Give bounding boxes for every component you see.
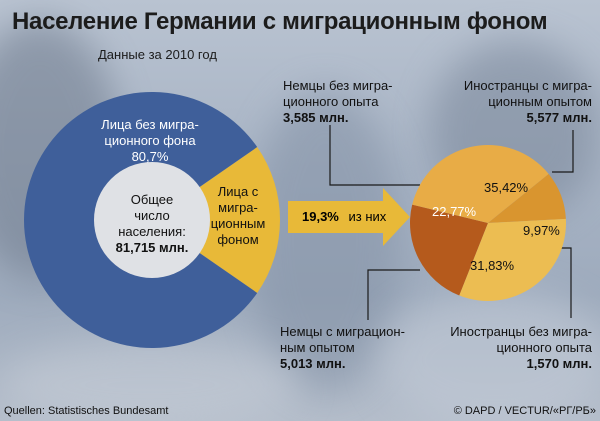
arrow-text: из них <box>348 209 387 224</box>
pie-chart <box>409 144 566 301</box>
callout-value: 1,570 млн. <box>526 356 592 371</box>
total-line1: Общее <box>130 192 174 207</box>
callout-foreign-with: Иностранцы с мигра- ционным опытом 5,577… <box>452 78 592 126</box>
donut-label-with-line4: фоном <box>217 232 259 247</box>
background-blur <box>0 340 300 421</box>
callout-line1: Иностранцы с мигра- <box>463 78 592 93</box>
donut-hole <box>94 162 210 278</box>
callout-line <box>367 269 420 320</box>
pie-pct-label: 22,77% <box>432 204 477 219</box>
donut-label-with-line3: ционным <box>210 216 266 231</box>
callout-value: 5,577 млн. <box>526 110 592 125</box>
callout-line2: ционного опыта <box>496 340 592 355</box>
source-note: Quellen: Statistisches Bundesamt <box>4 405 169 417</box>
callout-line2: ционного опыта <box>283 94 379 109</box>
callout-value: 3,585 млн. <box>283 110 349 125</box>
donut-label-with-line2: мигра- <box>218 200 258 215</box>
callout-line1: Иностранцы без мигра- <box>450 324 592 339</box>
donut-slice-with <box>152 147 280 293</box>
pie-slice-foreign-with <box>412 144 549 223</box>
total-value: 81,715 млн. <box>115 240 189 255</box>
credit-note: © DAPD / VECTUR/«РГ/РБ» <box>453 405 596 417</box>
pie-pct-label: 9,97% <box>523 223 560 238</box>
callout-line <box>556 247 572 318</box>
background-blur <box>380 290 600 421</box>
total-line3: населения: <box>118 224 186 239</box>
donut-label-without-line1: Лица без мигра- <box>101 117 199 132</box>
donut-label-without-pct: 80,7% <box>131 149 169 164</box>
pie-pct-label: 35,42% <box>484 180 529 195</box>
pie-slice-foreign-without <box>488 174 566 223</box>
callout-line2: ным опытом <box>280 340 355 355</box>
callout-de-without: Немцы без мигра- ционного опыта 3,585 мл… <box>283 78 393 126</box>
callout-line1: Немцы без мигра- <box>283 78 393 93</box>
callout-line <box>329 125 420 186</box>
donut-label-with: Лица с мигра- ционным фоном <box>205 184 271 248</box>
callout-line <box>552 130 574 173</box>
arrow-value: 19,3% <box>302 209 339 224</box>
callout-foreign-without: Иностранцы без мигра- ционного опыта 1,5… <box>440 324 592 372</box>
total-line2: число <box>134 208 170 223</box>
donut-label-without-line2: ционного фона <box>104 133 196 148</box>
donut-center-total: Общее число населения: 81,715 млн. <box>100 192 204 256</box>
chart-subtitle: Данные за 2010 год <box>98 47 217 62</box>
pie-slice-de-without <box>409 204 488 296</box>
chart-title: Население Германии с миграционным фоном <box>12 8 548 35</box>
pie-slice-de-with <box>459 218 566 301</box>
callout-value: 5,013 млн. <box>280 356 346 371</box>
arrow-label: 19,3% из них <box>302 209 386 224</box>
donut-label-with-line1: Лица с <box>217 184 259 199</box>
callout-line1: Немцы с миграцион- <box>280 324 405 339</box>
pie-pct-label: 31,83% <box>470 258 515 273</box>
arrow <box>288 188 410 246</box>
donut-label-without: Лица без мигра- ционного фона 80,7% <box>60 117 240 165</box>
callout-line2: ционным опытом <box>488 94 592 109</box>
callout-de-with: Немцы с миграцион- ным опытом 5,013 млн. <box>280 324 405 372</box>
